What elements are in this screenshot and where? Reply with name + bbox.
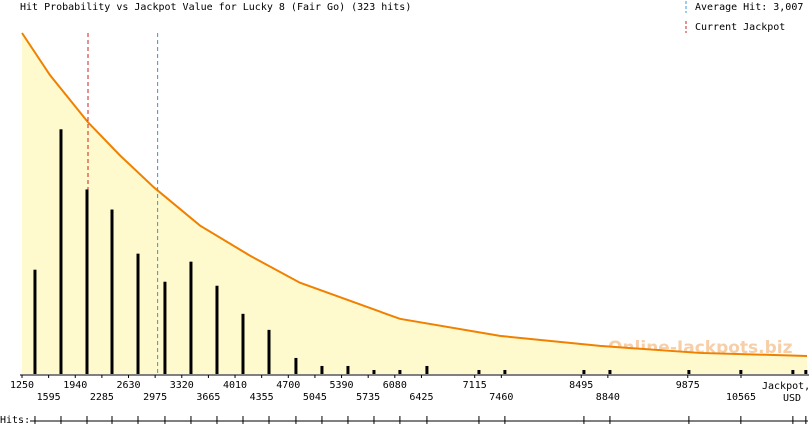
- x-tick-label: 2975: [143, 392, 167, 403]
- bar: [425, 365, 429, 374]
- x-tick-label: 9875: [676, 380, 700, 391]
- x-tick-label: 2630: [116, 380, 140, 391]
- bar: [85, 189, 89, 374]
- bar: [163, 281, 167, 374]
- legend-label: Average Hit: 3,007: [695, 2, 803, 13]
- x-tick-label: 4010: [223, 380, 247, 391]
- x-tick-label: 8840: [596, 392, 620, 403]
- bar: [189, 261, 193, 374]
- chart-title: Hit Probability vs Jackpot Value for Luc…: [20, 2, 411, 13]
- bar: [791, 369, 795, 374]
- bar: [804, 369, 808, 374]
- x-tick-label: 1940: [63, 380, 87, 391]
- x-axis-label: USD: [783, 393, 801, 404]
- x-tick-label: 5045: [303, 392, 327, 403]
- x-tick-label: 3320: [170, 380, 194, 391]
- x-tick-label: 4700: [276, 380, 300, 391]
- x-tick-label: 7115: [463, 380, 487, 391]
- bar: [372, 369, 376, 374]
- bar: [59, 129, 63, 374]
- curve-area: [22, 33, 807, 374]
- bar: [398, 369, 402, 374]
- bar: [33, 269, 37, 374]
- x-tick-label: 2285: [90, 392, 114, 403]
- x-tick-label: 6080: [383, 380, 407, 391]
- x-tick-label: 1250: [10, 380, 34, 391]
- x-tick-label: 4355: [250, 392, 274, 403]
- x-tick-label: 10565: [726, 392, 756, 403]
- x-tick-label: 6425: [409, 392, 433, 403]
- bar: [294, 357, 298, 374]
- probability-curve: [21, 32, 808, 357]
- bar: [503, 369, 507, 374]
- x-axis-label: Jackpot,: [762, 381, 810, 392]
- x-tick-label: 1595: [37, 392, 61, 403]
- bar: [215, 285, 219, 374]
- x-tick-label: 5735: [356, 392, 380, 403]
- x-tick-label: 3665: [196, 392, 220, 403]
- x-tick-label: 5390: [330, 380, 354, 391]
- rug-label: Hits:: [0, 415, 30, 425]
- x-tick-label: 7460: [489, 392, 513, 403]
- bar: [320, 365, 324, 374]
- bar: [241, 313, 245, 374]
- bar: [608, 369, 612, 374]
- bar: [739, 369, 743, 374]
- x-tick-label: 8495: [569, 380, 593, 391]
- bar: [582, 369, 586, 374]
- bar: [110, 209, 114, 374]
- bar: [346, 365, 350, 374]
- bar: [136, 253, 140, 374]
- legend-label: Current Jackpot: [695, 22, 785, 33]
- bar: [267, 329, 271, 374]
- bar: [477, 369, 481, 374]
- bar: [687, 369, 691, 374]
